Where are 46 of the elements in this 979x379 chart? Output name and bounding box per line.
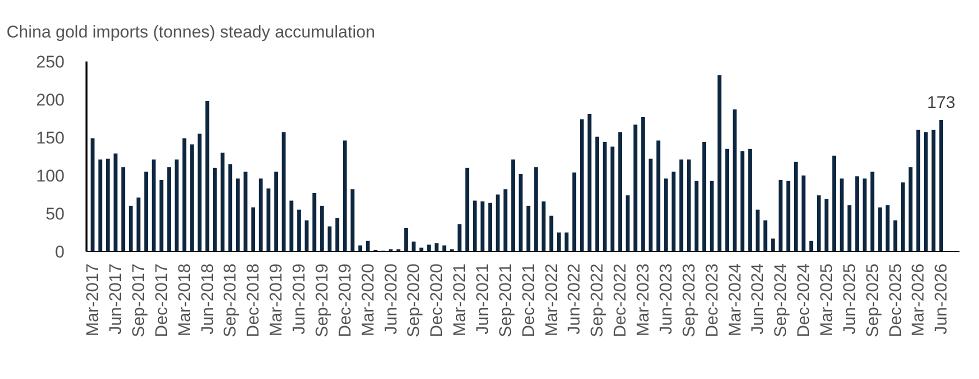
x-tick-label: Sep-2019 (312, 263, 332, 338)
x-tick-label: Dec-2021 (518, 263, 538, 338)
x-tick-label: Jun-2017 (106, 264, 126, 334)
x-tick-label: Sep-2017 (128, 263, 148, 338)
x-tick-label: Mar-2021 (450, 263, 470, 336)
x-tick-label: Dec-2025 (886, 263, 905, 338)
x-tick-label: Jun-2025 (840, 264, 859, 334)
x-tick-label: Jun-2023 (656, 264, 676, 334)
chart-title: China gold imports (tonnes) steady accumulation (6, 22, 376, 42)
y-tick-label: 0 (55, 242, 65, 262)
x-tick-label: Mar-2017 (83, 263, 102, 336)
y-tick-label: 200 (36, 90, 65, 110)
y-tick-label: 250 (36, 52, 65, 72)
x-tick-label: Dec-2024 (794, 263, 814, 338)
x-tick-label: Jun-2021 (472, 264, 492, 334)
x-tick-label: Dec-2023 (702, 263, 722, 338)
x-tick-label: Mar-2018 (174, 263, 194, 336)
x-tick-label: Sep-2025 (862, 263, 882, 338)
x-tick-label: Dec-2019 (335, 263, 354, 338)
x-tick-label: Sep-2024 (771, 263, 790, 338)
x-tick-label: Jun-2026 (932, 264, 951, 334)
x-tick-label: Dec-2020 (427, 263, 446, 338)
x-tick-label: Mar-2025 (816, 263, 836, 336)
x-tick-label: Sep-2021 (496, 263, 515, 338)
x-tick-label: Mar-2019 (266, 263, 286, 336)
x-tick-label: Mar-2022 (542, 263, 561, 336)
x-tick-label: Sep-2020 (404, 263, 424, 338)
y-tick-label: 50 (46, 204, 65, 224)
x-tick-label: Mar-2020 (358, 263, 378, 336)
x-tick-label: Jun-2022 (564, 264, 584, 334)
x-tick-label: Sep-2018 (220, 263, 240, 338)
x-tick-label: Dec-2022 (610, 263, 630, 338)
x-tick-label: Jun-2020 (381, 264, 400, 334)
x-tick-label: Dec-2018 (244, 263, 263, 338)
x-tick-label: Mar-2026 (908, 263, 928, 336)
x-tick-label: Sep-2022 (588, 263, 607, 338)
data-label: 173 (926, 93, 956, 112)
x-tick-label: Jun-2024 (748, 264, 768, 334)
x-tick-label: Jun-2018 (198, 264, 217, 334)
x-tick-label: Dec-2017 (152, 263, 171, 338)
y-tick-label: 150 (36, 128, 65, 148)
y-tick-label: 100 (36, 166, 65, 186)
x-tick-label: Jun-2019 (290, 264, 309, 334)
x-tick-label: Mar-2023 (634, 263, 653, 336)
x-tick-label: Mar-2024 (725, 263, 744, 336)
x-tick-label: Sep-2023 (679, 263, 698, 338)
